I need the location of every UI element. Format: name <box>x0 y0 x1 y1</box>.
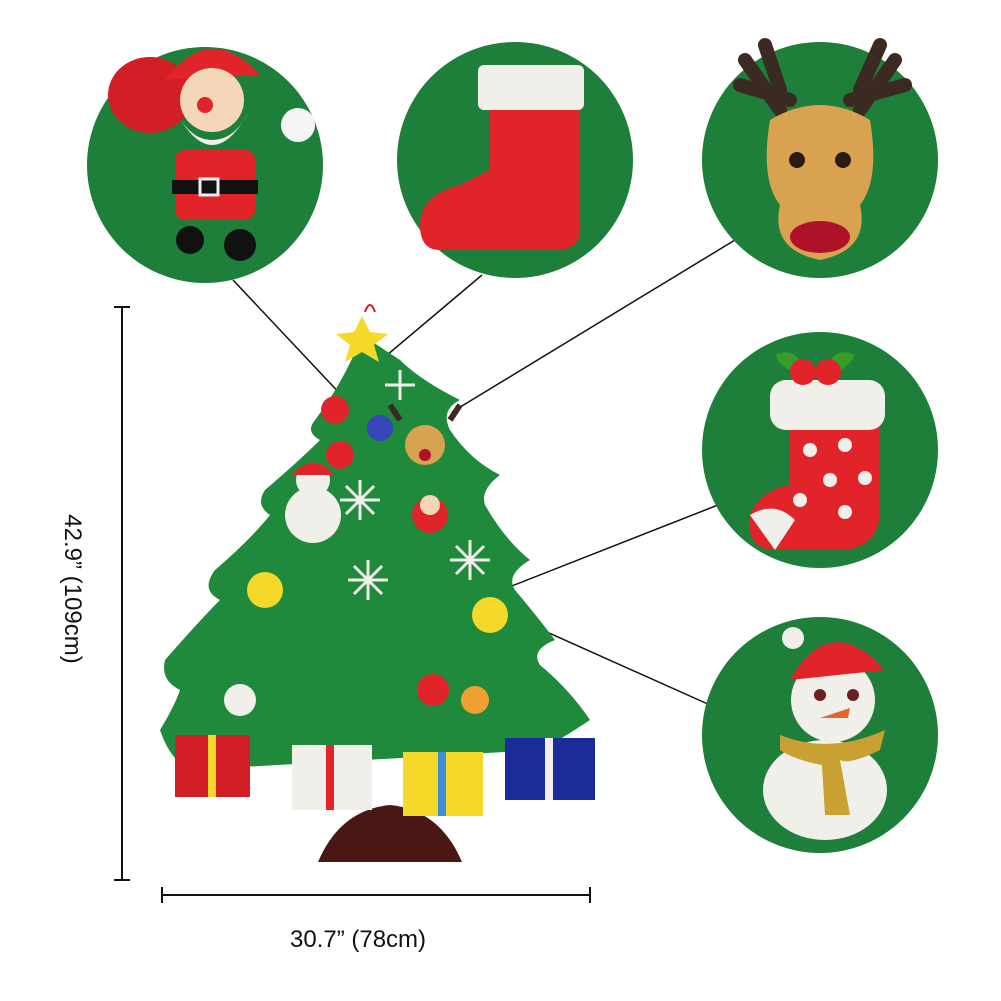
felt-tree <box>160 304 595 862</box>
callout-stocking <box>397 42 633 278</box>
callout-santa <box>87 47 323 283</box>
tree-trunk <box>318 805 462 862</box>
callout-snowman <box>702 617 938 853</box>
callout-holly-stocking <box>702 332 938 568</box>
callout-reindeer <box>702 38 938 278</box>
width-dimension-label: 30.7” (78cm) <box>290 926 427 953</box>
height-dimension-label: 42.9” (109cm) <box>59 514 86 664</box>
reindeer-connector <box>451 239 736 413</box>
dimension-lines <box>114 306 591 903</box>
